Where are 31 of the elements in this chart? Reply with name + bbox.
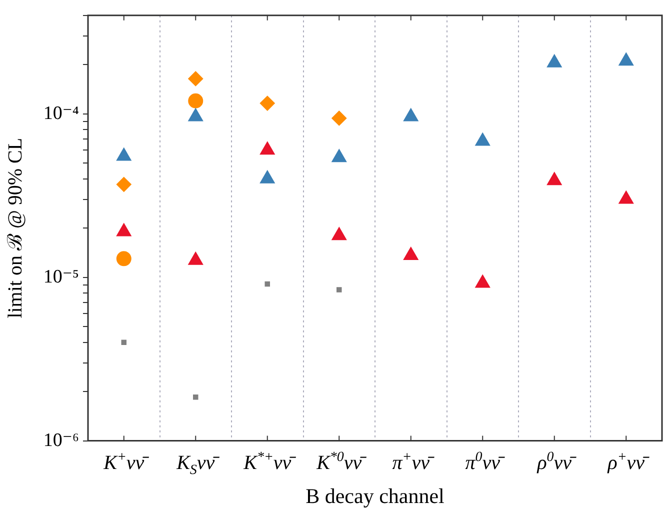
point [193,394,198,400]
point [121,340,126,345]
x-axis-title: B decay channel [306,484,445,508]
point [332,149,347,162]
point [188,108,204,122]
point [332,227,347,240]
point [260,170,275,184]
x-tick-label: π+νν̄ [392,450,434,474]
point [546,54,562,68]
y-tick-label: 10⁻⁶ [43,430,79,451]
point [264,281,270,287]
point [116,176,132,192]
point [403,246,418,260]
point [475,132,490,146]
point [260,142,275,155]
y-axis-title: limit on ℬ @ 90% CL [4,138,26,318]
point [188,252,204,265]
point [116,251,132,266]
point [618,190,634,204]
x-tick-label: K*+νν̄ [242,450,296,474]
point [403,108,418,122]
point [618,52,634,66]
point [116,223,132,236]
point [475,274,490,288]
y-tick-label: 10⁻⁴ [43,102,80,124]
point [116,148,132,161]
x-tick-label: K+νν̄ [102,450,150,474]
y-tick-label: 10⁻⁵ [43,266,79,288]
point [336,287,342,292]
point [546,172,562,186]
x-tick-label: ρ+νν̄ [606,450,650,474]
